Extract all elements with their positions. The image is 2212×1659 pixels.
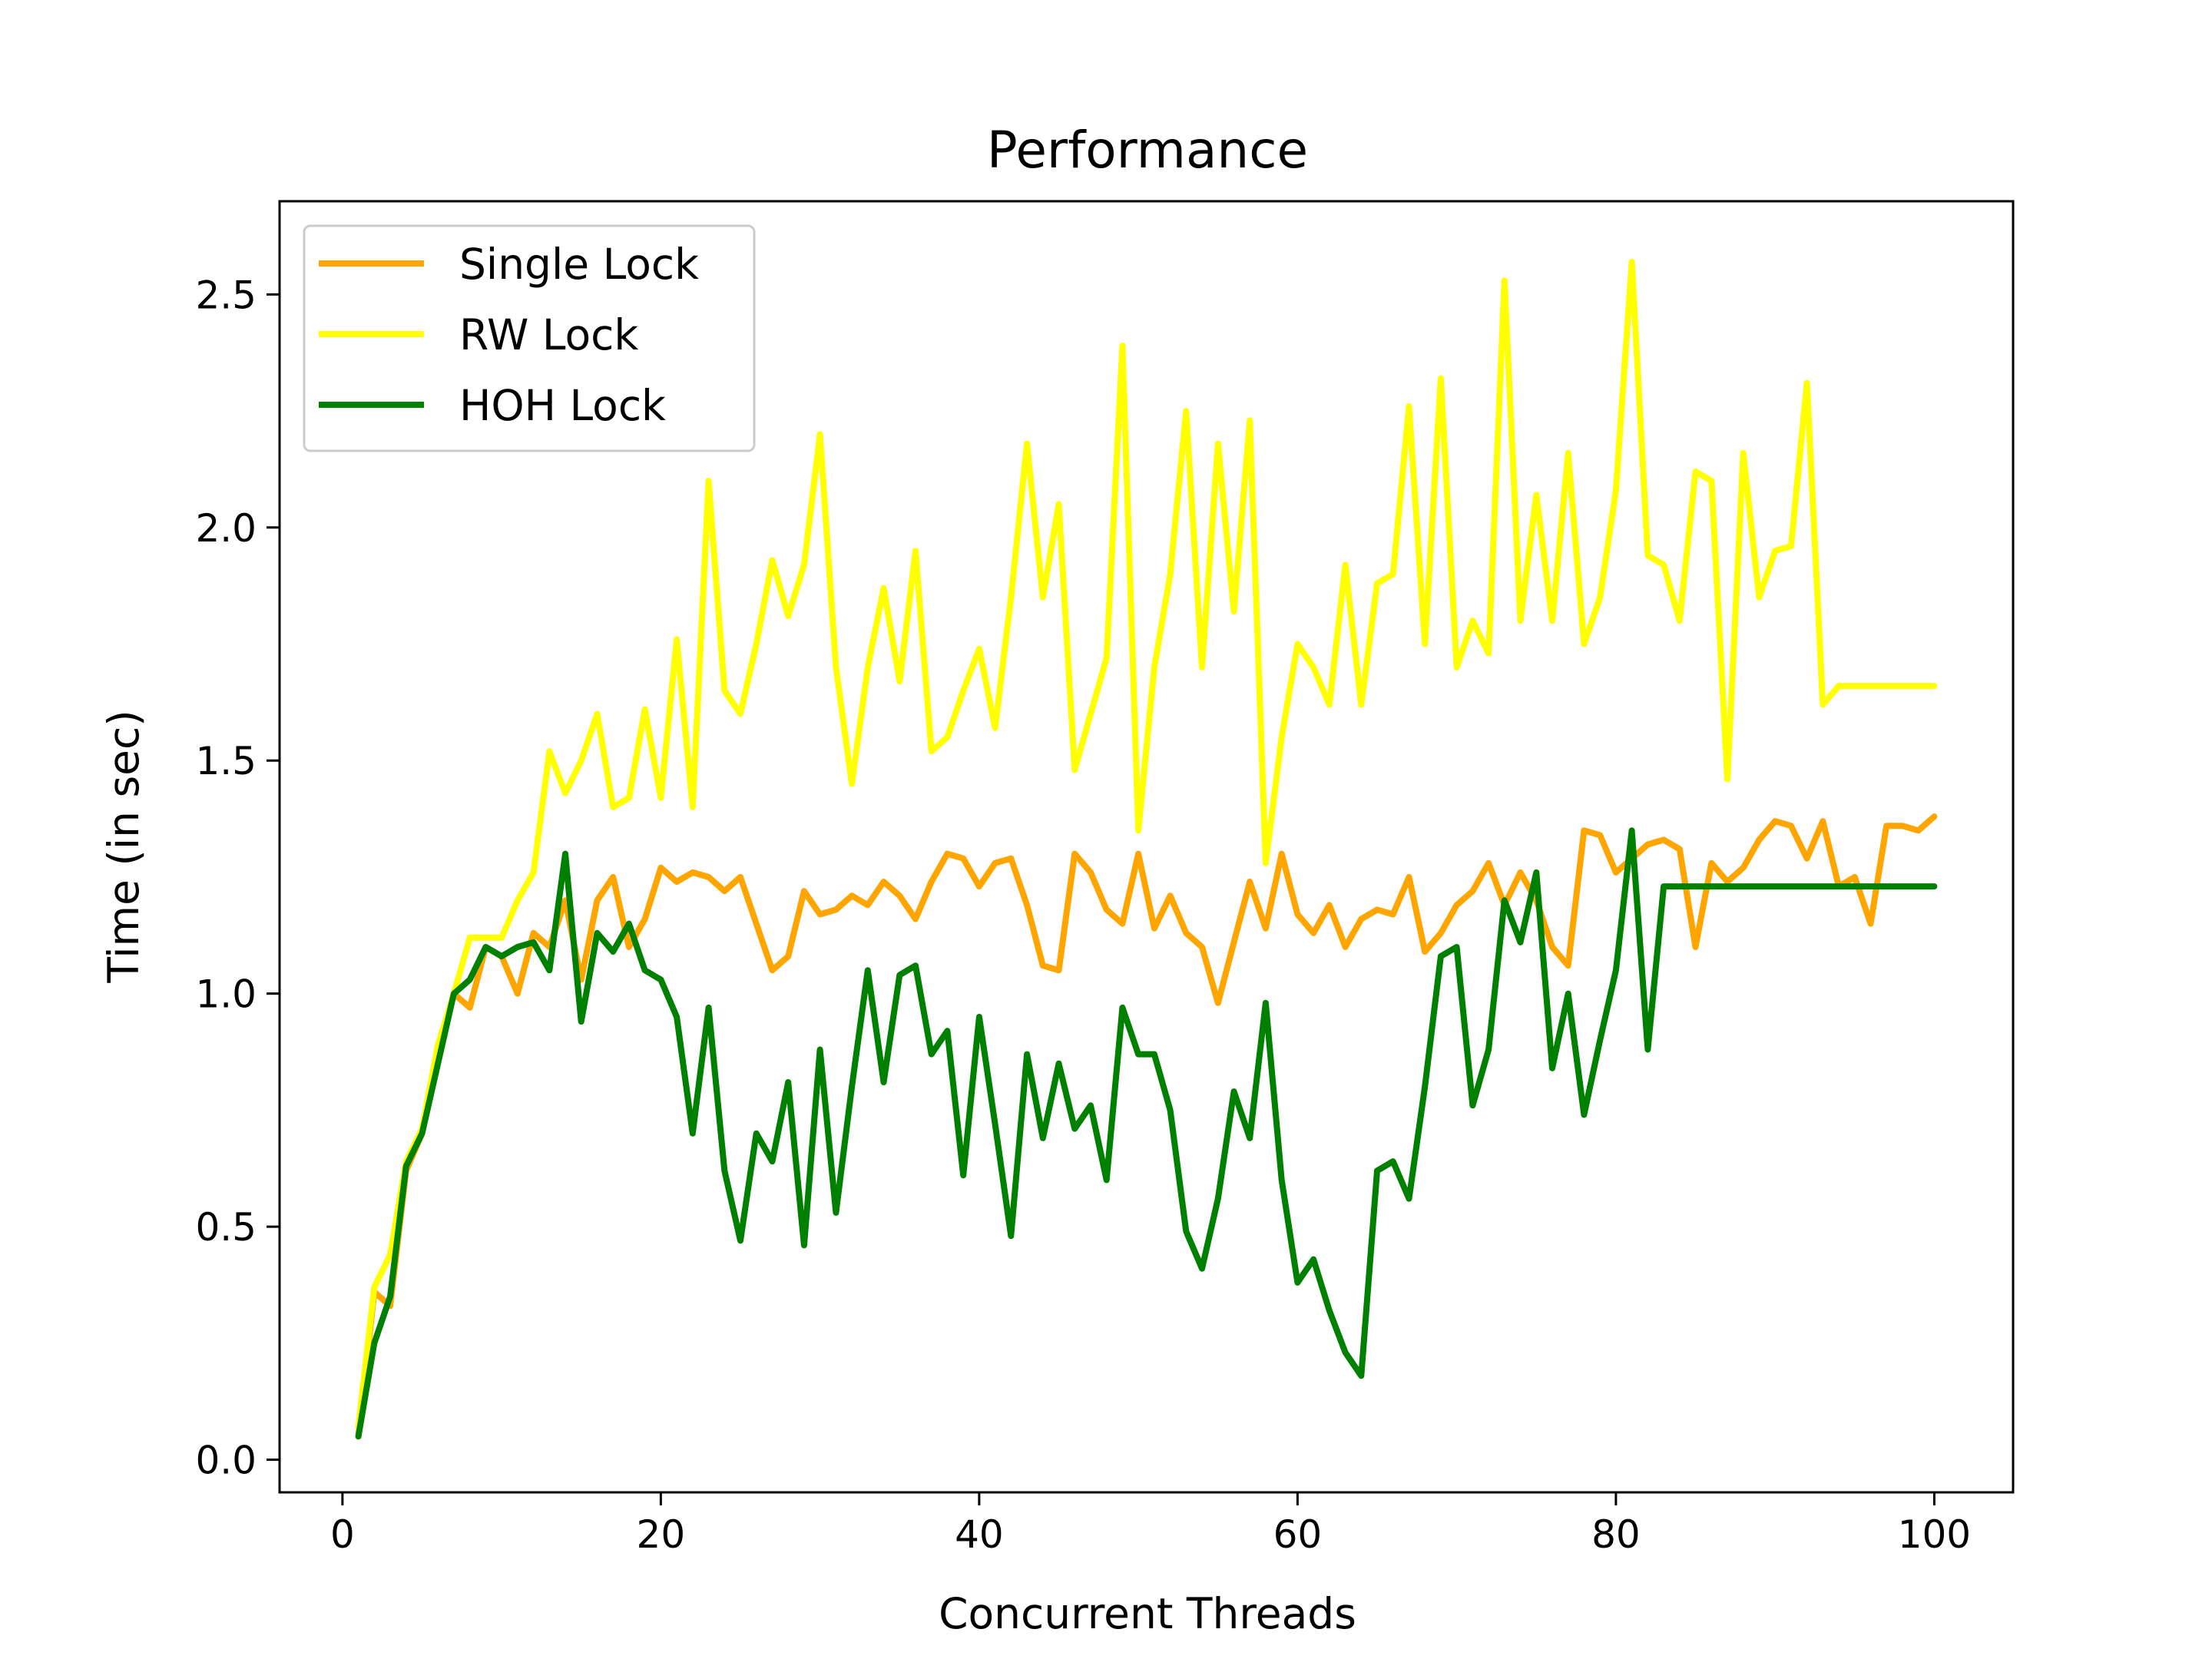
y-tick-label: 0.5 — [195, 1205, 257, 1250]
y-tick-label: 0.0 — [195, 1439, 257, 1483]
x-tick-label: 40 — [955, 1512, 1004, 1557]
x-tick-label: 80 — [1591, 1512, 1641, 1557]
x-axis-label: Concurrent Threads — [939, 1589, 1356, 1638]
x-tick-label: 100 — [1898, 1512, 1971, 1557]
y-axis: 0.0 0.5 1.0 1.5 2.0 2.5 — [195, 273, 280, 1483]
series-line-hoh-lock — [355, 827, 1938, 1440]
y-axis-label: Time (in sec) — [99, 710, 148, 983]
series-layer — [355, 258, 1938, 1440]
x-tick-label: 60 — [1273, 1512, 1323, 1557]
y-tick-label: 1.0 — [195, 972, 257, 1017]
legend-label-hoh-lock: HOH Lock — [459, 381, 666, 430]
legend-box — [303, 224, 756, 452]
legend-label-rw-lock: RW Lock — [459, 310, 638, 359]
x-tick-label: 0 — [330, 1512, 355, 1557]
x-tick-label: 20 — [637, 1512, 686, 1557]
chart-title: Performance — [987, 121, 1308, 180]
series-line-single-lock — [355, 813, 1938, 1440]
series-line-rw-lock — [355, 258, 1938, 1430]
x-axis: 0 20 40 60 80 100 — [330, 1492, 1971, 1557]
y-tick-label: 1.5 — [195, 739, 257, 783]
legend: Single Lock RW Lock HOH Lock — [303, 224, 756, 452]
y-tick-label: 2.5 — [195, 273, 257, 317]
plot-area-frame — [278, 200, 2015, 1494]
y-tick-label: 2.0 — [195, 506, 257, 551]
legend-label-single-lock: Single Lock — [459, 240, 699, 289]
